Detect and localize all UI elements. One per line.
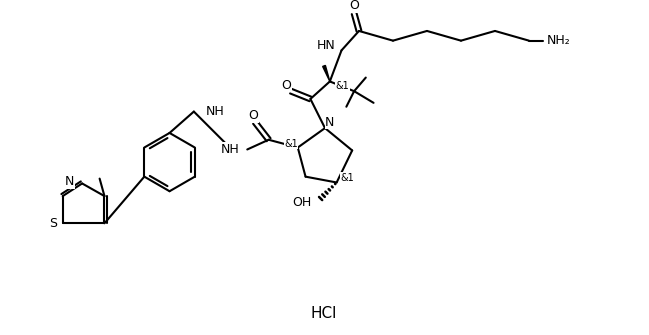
Text: N: N bbox=[325, 116, 334, 129]
Text: &1: &1 bbox=[284, 139, 298, 149]
Text: NH: NH bbox=[206, 105, 225, 118]
Text: HN: HN bbox=[317, 39, 336, 52]
Text: HCl: HCl bbox=[311, 306, 337, 321]
Text: NH₂: NH₂ bbox=[546, 34, 570, 47]
Text: NH: NH bbox=[221, 143, 239, 156]
Text: O: O bbox=[248, 109, 258, 122]
Text: &1: &1 bbox=[341, 173, 354, 183]
Text: &1: &1 bbox=[336, 81, 349, 91]
Text: O: O bbox=[349, 0, 359, 12]
Text: O: O bbox=[281, 79, 291, 92]
Text: OH: OH bbox=[292, 196, 312, 209]
Polygon shape bbox=[323, 65, 330, 81]
Text: N: N bbox=[65, 175, 75, 188]
Text: S: S bbox=[49, 217, 57, 230]
